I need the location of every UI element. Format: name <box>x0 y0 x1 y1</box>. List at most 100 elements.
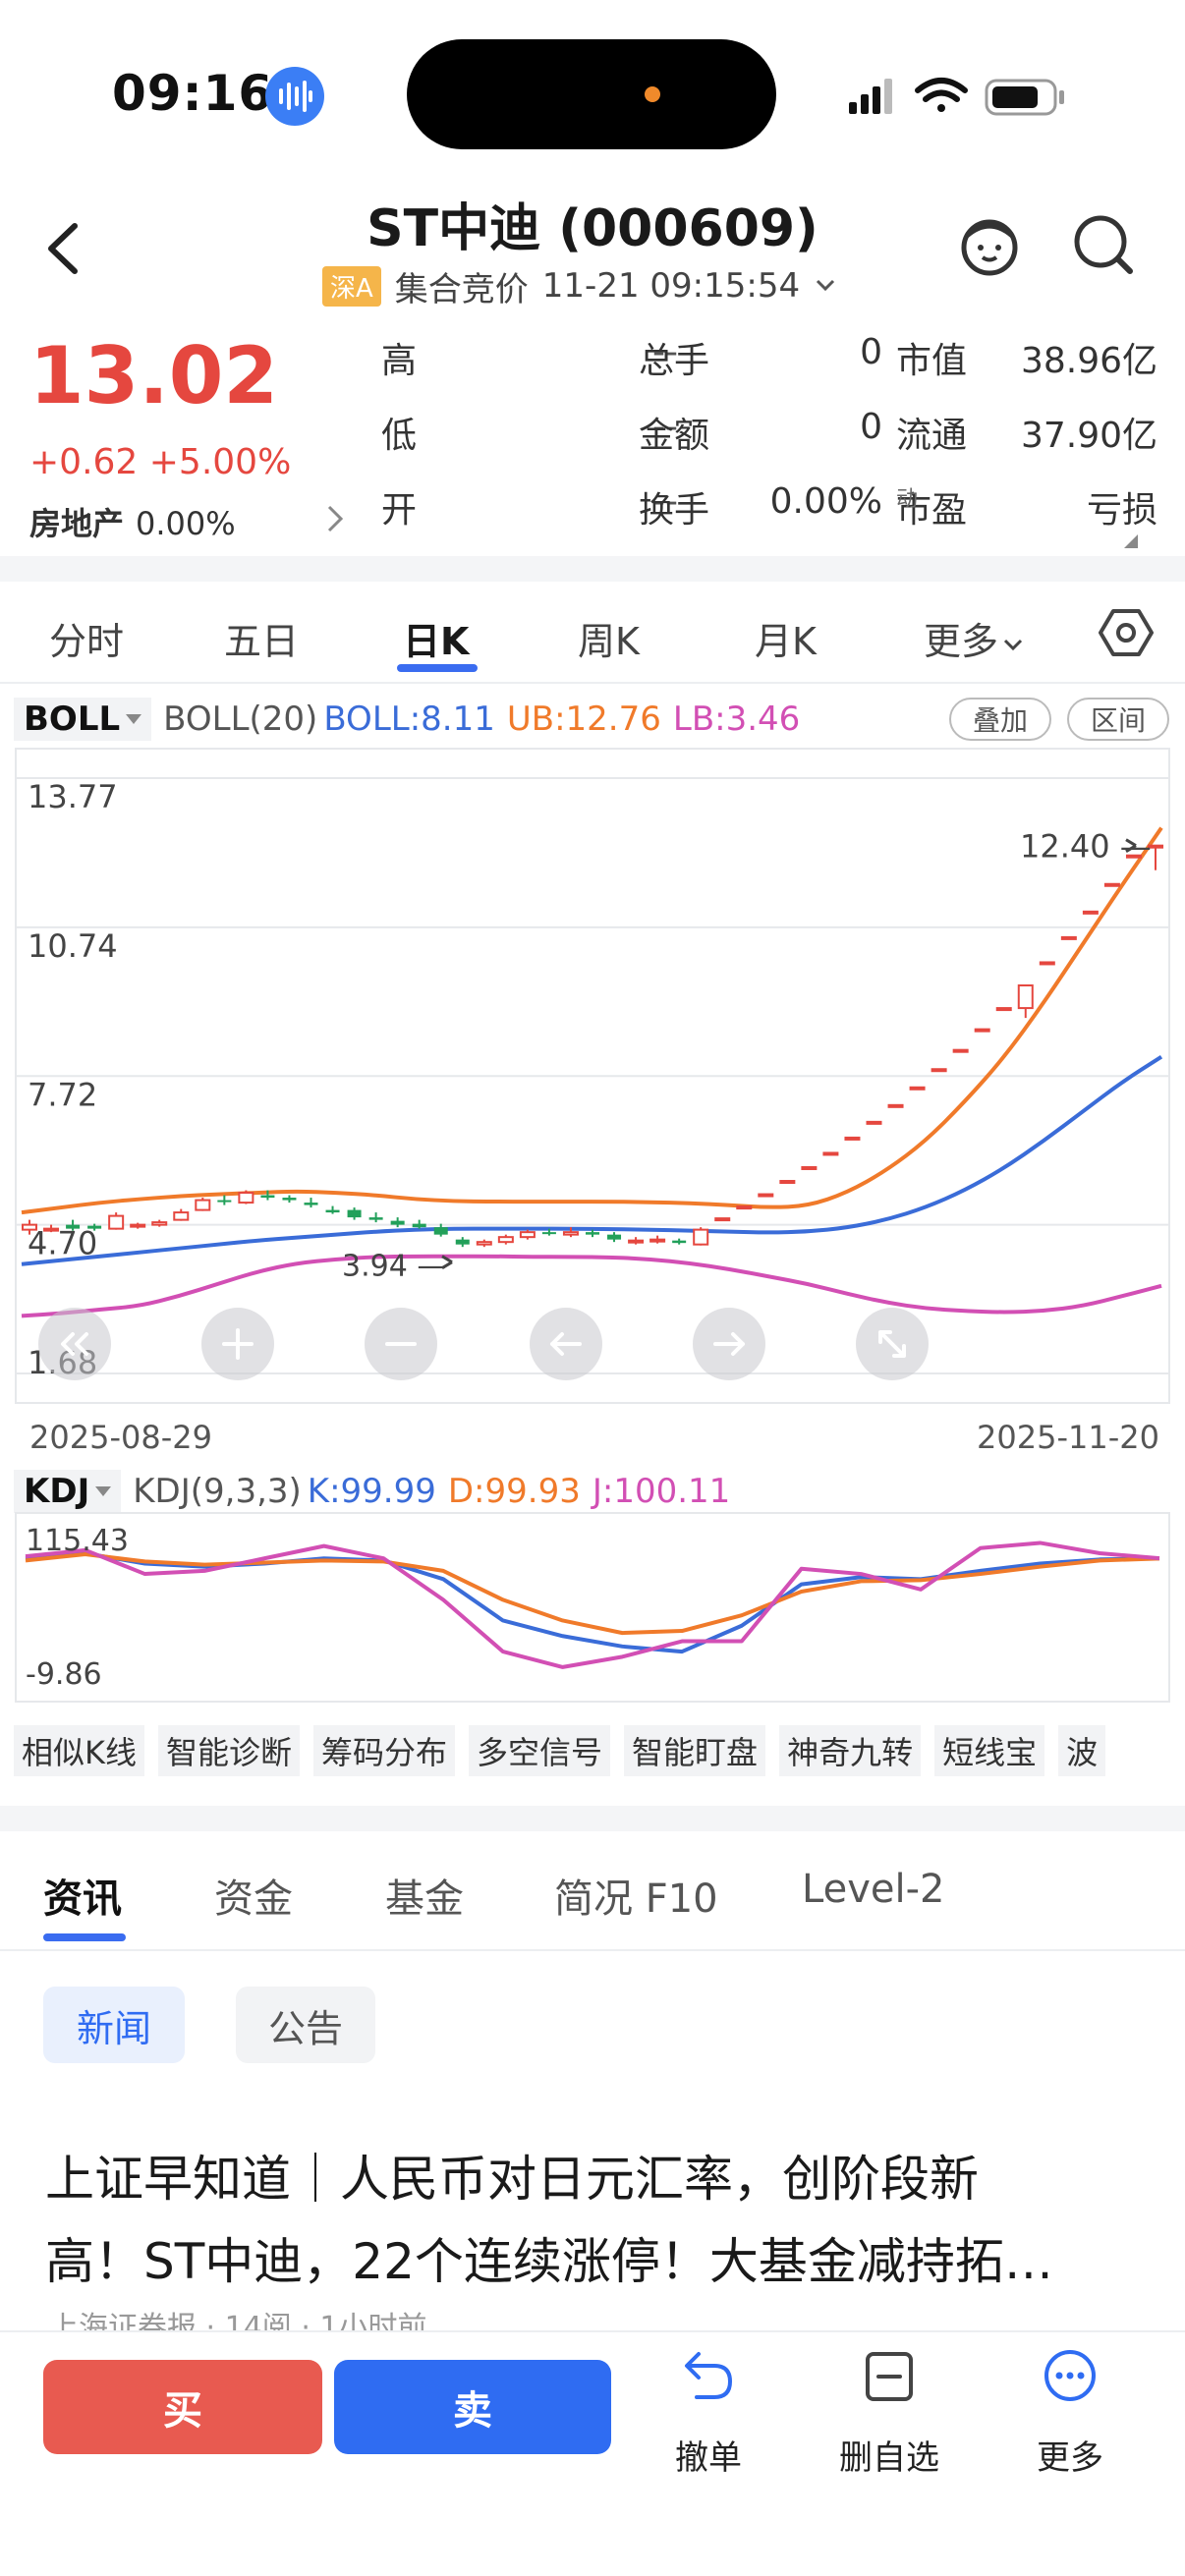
undo-icon <box>685 2352 733 2399</box>
candle <box>519 1229 536 1240</box>
kdj-legend: KDJ KDJ(9,3,3) K:99.99 D:99.93 J:100.11 <box>14 1470 730 1513</box>
chevron-down-icon <box>817 279 835 292</box>
candle-body <box>1082 910 1099 915</box>
candle-body <box>1017 984 1034 1010</box>
candle <box>866 1120 882 1125</box>
chip-magic-nine[interactable]: 神奇九转 <box>779 1725 922 1776</box>
chip-similar-k[interactable]: 相似K线 <box>14 1725 144 1776</box>
tab-intraday[interactable]: 分时 <box>49 620 125 663</box>
high-price-annotation: 12.40 — <box>1020 828 1152 866</box>
more-actions-label: 更多 <box>1037 2438 1103 2478</box>
tab-capital[interactable]: 资金 <box>214 1876 293 1922</box>
zoom-in-icon[interactable] <box>201 1308 274 1380</box>
remove-watchlist-button[interactable]: 删自选 <box>816 2346 963 2478</box>
candle <box>130 1222 146 1229</box>
tab-level2[interactable]: Level-2 <box>802 1867 945 1912</box>
pan-left-icon[interactable] <box>530 1308 602 1380</box>
candle-body <box>412 1223 426 1228</box>
series-line-d <box>25 1552 1160 1636</box>
sell-button[interactable]: 卖 <box>334 2360 611 2454</box>
session-selector[interactable]: 深A 集合竞价 11-21 09:15:54 <box>322 263 837 309</box>
indicator-selector-kdj[interactable]: KDJ <box>14 1470 122 1513</box>
tab-news-info[interactable]: 资讯 <box>43 1876 122 1922</box>
cancel-order-button[interactable]: 撤单 <box>635 2346 782 2478</box>
chevron-left-icon <box>48 223 78 274</box>
range-button[interactable]: 区间 <box>1067 698 1169 741</box>
y-tick-label: 10.74 <box>28 927 118 965</box>
sector-link[interactable]: 房地产 0.00% <box>29 499 236 544</box>
price-change: +0.62 +5.00% <box>29 442 292 482</box>
zoom-out-icon[interactable] <box>365 1308 437 1380</box>
series-line-lb <box>21 1254 1162 1318</box>
tab-daily-k[interactable]: 日K <box>403 620 470 663</box>
chevron-right-icon[interactable] <box>324 501 346 536</box>
expand-corner-icon[interactable] <box>1124 534 1138 548</box>
y-tick-label: 13.77 <box>28 778 118 815</box>
fullscreen-icon[interactable] <box>856 1308 929 1380</box>
chip-smart-watch[interactable]: 智能盯盘 <box>624 1725 766 1776</box>
candle-body <box>1125 854 1142 859</box>
indicator-selector-boll[interactable]: BOLL <box>14 698 152 741</box>
stat-value: 38.96亿 <box>1020 341 1157 381</box>
left-arrow-glyph <box>550 1332 582 1356</box>
candle <box>714 1217 731 1222</box>
battery-icon <box>985 79 1064 116</box>
candle <box>649 1235 666 1244</box>
subtab-news[interactable]: 新闻 <box>43 1987 185 2063</box>
candle <box>822 1151 839 1156</box>
candle-body <box>887 1103 904 1108</box>
tab-five-day[interactable]: 五日 <box>224 620 300 663</box>
section-divider <box>0 556 1185 582</box>
pan-right-icon[interactable] <box>693 1308 765 1380</box>
tab-more[interactable]: 更多 <box>924 611 1024 665</box>
tab-f10[interactable]: 简况 F10 <box>554 1876 718 1922</box>
candle <box>238 1190 254 1204</box>
kdj-chart[interactable]: 115.43 -9.86 <box>0 1509 1185 1706</box>
candle-body <box>1039 961 1055 966</box>
candle-body <box>779 1180 796 1185</box>
tab-funds[interactable]: 基金 <box>385 1876 464 1922</box>
candle <box>779 1180 796 1185</box>
rewind-icon[interactable] <box>38 1308 111 1380</box>
candle <box>151 1219 168 1227</box>
low-price-annotation: 3.94 — <box>342 1250 446 1284</box>
candle-body <box>66 1224 81 1229</box>
candle <box>347 1207 362 1220</box>
chip-wave[interactable]: 波 <box>1058 1725 1106 1776</box>
overlay-button[interactable]: 叠加 <box>949 698 1051 741</box>
stat-label: 开 <box>381 490 418 531</box>
candle-body <box>1148 844 1163 849</box>
chart-settings-button[interactable] <box>1099 605 1154 660</box>
chip-short-term[interactable]: 短线宝 <box>934 1725 1045 1776</box>
candle-body <box>672 1240 687 1244</box>
voice-activity-icon <box>265 67 324 126</box>
stat-label: 市值 <box>896 341 968 381</box>
candle-body <box>649 1238 666 1243</box>
chip-smart-diagnosis[interactable]: 智能诊断 <box>158 1725 301 1776</box>
more-actions-button[interactable]: 更多 <box>996 2346 1144 2478</box>
tab-monthly-k[interactable]: 月K <box>755 620 817 663</box>
assistant-mascot-button[interactable] <box>955 210 1024 279</box>
buy-button[interactable]: 买 <box>43 2360 322 2454</box>
series-line-ub <box>21 826 1163 1215</box>
back-button[interactable] <box>37 214 92 283</box>
chip-chip-distribution[interactable]: 筹码分布 <box>313 1725 456 1776</box>
chart-end-date: 2025-11-20 <box>977 1419 1159 1456</box>
news-item[interactable]: 上证早知道｜人民币对日元汇率，创阶段新 高！ST中迪，22个连续涨停！大基金减持… <box>45 2138 1146 2303</box>
candle <box>325 1205 340 1214</box>
candle <box>282 1195 297 1204</box>
chip-long-short-signal[interactable]: 多空信号 <box>469 1725 611 1776</box>
search-button[interactable] <box>1071 210 1136 279</box>
tab-weekly-k[interactable]: 周K <box>578 620 640 663</box>
candle-body <box>1060 935 1077 940</box>
kdj-d-value: D:99.93 <box>447 1472 581 1511</box>
dropdown-triangle-icon <box>126 714 142 724</box>
candle <box>43 1224 60 1233</box>
kdj-selector-label: KDJ <box>24 1472 90 1511</box>
signal-icon <box>849 79 892 114</box>
subtab-announcements[interactable]: 公告 <box>236 1987 375 2063</box>
quote-stats: 高 -- 总手 0 市值 38.96亿 低 -- 金额 0 流通 37.90亿 … <box>381 332 1157 556</box>
chart-start-date: 2025-08-29 <box>29 1419 212 1456</box>
kdj-params: KDJ(9,3,3) <box>133 1472 302 1511</box>
